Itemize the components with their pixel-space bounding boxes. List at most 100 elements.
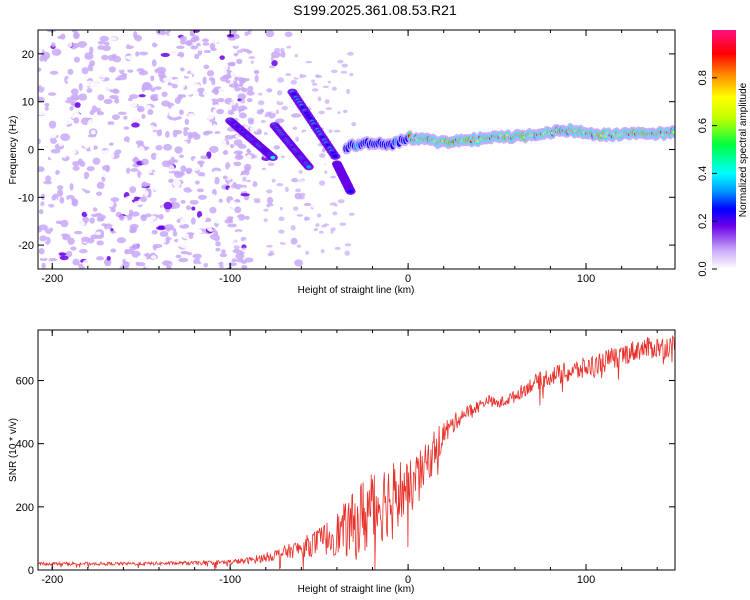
spectrogram-noise-cell xyxy=(254,104,261,108)
spectrogram-noise-cell xyxy=(193,263,202,268)
spectrogram-noise-cell xyxy=(102,165,110,171)
spectrogram-noise-cell xyxy=(64,177,70,182)
spectrogram-noise-cell xyxy=(110,248,117,253)
spectrogram-noise-cell xyxy=(310,204,316,209)
spectrogram-noise-cell xyxy=(334,246,341,250)
spectrogram-noise-cell xyxy=(141,113,146,119)
spectrogram-noise-cell xyxy=(90,150,99,154)
spectrogram-noise-cell xyxy=(330,175,337,179)
spectrogram-noise-cell xyxy=(86,88,93,94)
spectrogram-noise-cell xyxy=(128,139,134,147)
spectrogram-noise-cell xyxy=(61,152,67,159)
spectrogram-noise-cell xyxy=(323,232,328,238)
spectrogram-noise-cell xyxy=(324,170,328,174)
spectrogram-noise-cell xyxy=(333,219,340,224)
spectrogram-noise-cell xyxy=(191,192,198,200)
spectrogram-feature xyxy=(332,154,338,159)
spectrogram-noise-cell xyxy=(313,227,318,232)
spectrogram-noise-cell xyxy=(233,139,243,147)
spectrogram-noise-cell xyxy=(207,193,216,200)
spectrogram-noise-cell xyxy=(121,38,128,43)
spectrogram-noise-cell xyxy=(248,56,256,60)
spectrogram-noise-cell xyxy=(89,46,94,55)
spectrogram-noise-cell xyxy=(221,249,226,254)
x-tick-label: 100 xyxy=(577,273,595,285)
spectrogram-noise-cell xyxy=(231,98,236,102)
spectrogram-noise-cell xyxy=(147,109,154,116)
spectrogram-noise-cell xyxy=(162,246,169,252)
spectrogram-noise-cell xyxy=(229,101,237,106)
spectrogram-noise-cell xyxy=(194,53,200,60)
spectrogram-noise-cell xyxy=(300,180,306,184)
spectrogram-noise-cell xyxy=(282,165,288,168)
spectrogram-noise-cell xyxy=(100,140,109,145)
spectrogram-noise-cell xyxy=(183,88,194,96)
spectrogram-noise-cell xyxy=(277,77,285,83)
spectrogram-noise-cell xyxy=(104,223,112,231)
spectrogram-noise-cell xyxy=(228,167,234,171)
spectrogram-noise-cell xyxy=(129,176,140,183)
spectrogram-noise-cell xyxy=(68,148,77,155)
spectrogram-noise-cell xyxy=(150,74,155,82)
spectrogram-noise-cell xyxy=(131,83,142,89)
spectrogram-noise-cell xyxy=(344,103,349,107)
x-tick-label: 100 xyxy=(577,574,595,586)
spectrogram-noise-cell xyxy=(121,73,128,77)
spectrogram-noise-cell xyxy=(62,62,69,71)
spectrogram-noise-cell xyxy=(72,42,80,49)
spectrogram-noise-cell xyxy=(163,201,173,210)
spectrogram-noise-cell xyxy=(330,227,336,232)
spectrogram-noise-cell xyxy=(60,133,71,142)
spectrogram-noise-cell xyxy=(204,130,214,135)
spectrogram-noise-cell xyxy=(56,166,65,170)
spectrogram-noise-cell xyxy=(96,104,102,109)
spectrogram-noise-cell xyxy=(198,216,206,223)
spectrogram-noise-cell xyxy=(227,223,237,228)
spectrogram-noise-cell xyxy=(152,173,158,178)
spectrogram-noise-cell xyxy=(320,53,324,59)
spectrogram-noise-cell xyxy=(151,42,158,48)
spectrogram-noise-cell xyxy=(127,69,134,73)
spectrogram-noise-cell xyxy=(188,233,194,240)
spectrogram-noise-cell xyxy=(292,126,298,130)
spectrogram-noise-cell xyxy=(48,120,57,129)
spectrogram-noise-cell xyxy=(328,243,333,247)
spectrogram-noise-cell xyxy=(228,187,233,192)
spectrogram-noise-cell xyxy=(258,92,263,96)
spectrogram-noise-cell xyxy=(38,166,45,172)
spectrogram-noise-cell xyxy=(132,107,138,112)
snr-series-line xyxy=(38,335,675,570)
spectrogram-noise-cell xyxy=(185,196,190,205)
spectrogram-noise-cell xyxy=(96,240,104,246)
snr-ticks: -200 -100 0 100 0 200 400 600 xyxy=(16,330,675,586)
spectrogram-noise-cell xyxy=(227,262,238,267)
spectrogram-noise-cell xyxy=(99,35,109,42)
spectrogram-noise-cell xyxy=(321,224,327,228)
spectrogram-noise-cell xyxy=(118,141,129,147)
spectrogram-noise-cell xyxy=(154,194,161,199)
spectrogram-noise-cell xyxy=(233,244,240,250)
spectrogram-noise-cell xyxy=(215,241,221,247)
spectrogram-noise-cell xyxy=(179,223,190,229)
spectrogram-noise-cell xyxy=(72,165,80,171)
spectrogram-noise-cell xyxy=(337,199,345,204)
spectrogram-noise-cell xyxy=(84,192,92,200)
spectrogram-noise-cell xyxy=(96,256,105,261)
spectrogram-noise-cell xyxy=(109,132,116,140)
spectrogram-noise-cell xyxy=(98,72,107,78)
spectrogram-noise-cell xyxy=(246,97,253,103)
spectrogram-noise-cell xyxy=(100,83,110,91)
spectrogram-noise-cell xyxy=(281,106,288,111)
spectrogram-noise-cell xyxy=(177,94,183,101)
spectrogram-noise-cell xyxy=(39,123,48,130)
spectrogram-noise-cell xyxy=(266,189,273,194)
spectrogram-noise-cell xyxy=(175,254,182,259)
spectrogram-noise-cell xyxy=(55,174,64,180)
spectrogram-noise-cell xyxy=(186,41,193,47)
spectrogram-noise-cell xyxy=(248,72,255,81)
spectrogram-noise-cell xyxy=(266,244,273,248)
spectrogram-noise-cell xyxy=(82,109,90,115)
spectrogram-noise-cell xyxy=(260,119,266,124)
spectrogram-noise-cell xyxy=(66,173,74,179)
